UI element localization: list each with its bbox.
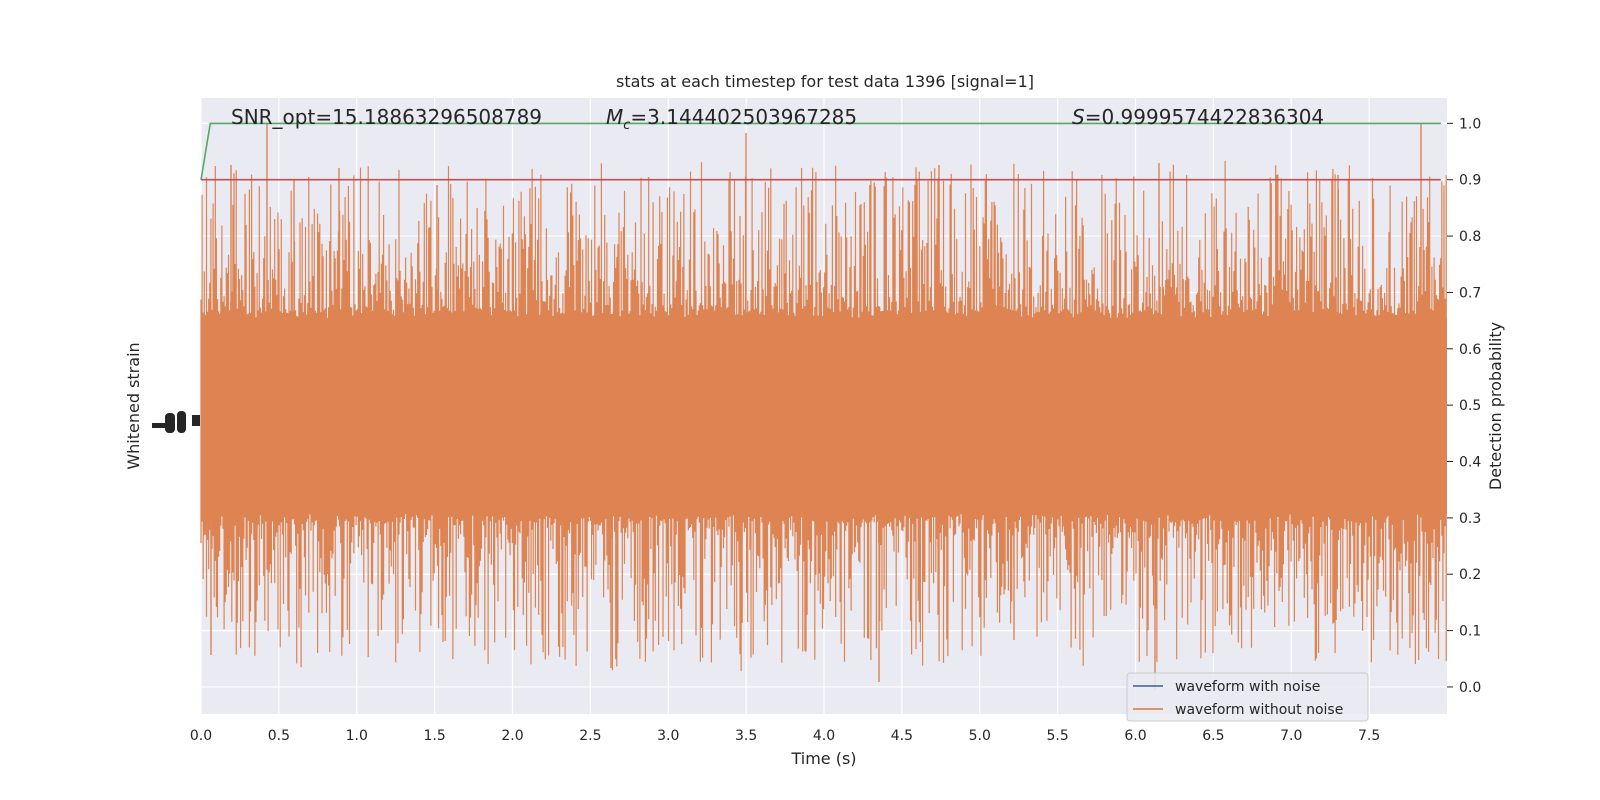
waveform-trace [200, 160, 1447, 672]
annotations: SNR_opt=15.18863296508789 Mc=3.144402503… [231, 105, 1324, 133]
x-tick-label: 2.0 [501, 728, 523, 744]
x-tick-label: 4.0 [813, 728, 835, 744]
probability-lines [200, 122, 1441, 181]
y-right-tick-label: 0.8 [1459, 229, 1481, 245]
x-axis-label: Time (s) [790, 749, 856, 768]
y-right-tick-label: 0.6 [1459, 342, 1481, 358]
y-right-axis: 0.0 0.1 0.2 0.3 0.4 0.5 0.6 0.7 0.8 0.9 1.0 [1447, 116, 1481, 696]
detection-probability-line [200, 122, 1441, 180]
x-tick-label: 3.5 [735, 728, 757, 744]
y-right-tick-label: 1.0 [1459, 116, 1481, 132]
x-tick-label: 4.5 [891, 728, 913, 744]
x-tick-label: 1.5 [423, 728, 445, 744]
snr-annotation: SNR_opt=15.18863296508789 [231, 105, 542, 129]
x-tick-label: 2.5 [579, 728, 601, 744]
y-right-tick-label: 0.3 [1459, 511, 1481, 527]
score-annotation: S=0.9999574422836304 [1072, 105, 1324, 129]
y-right-axis-label: Detection probability [1486, 322, 1505, 490]
y-right-tick-label: 0.7 [1459, 285, 1481, 301]
x-tick-label: 6.5 [1202, 728, 1224, 744]
legend-label-without-noise: waveform without noise [1175, 702, 1343, 718]
y-right-tick-label: 0.2 [1459, 567, 1481, 583]
x-tick-label: 6.0 [1124, 728, 1146, 744]
chirp-mass-annotation: Mc=3.144402503967285 [606, 105, 857, 133]
legend-label-with-noise: waveform with noise [1175, 679, 1320, 695]
y-right-tick-label: 0.1 [1459, 624, 1481, 640]
x-axis: 0.0 0.5 1.0 1.5 2.0 2.5 3.0 3.5 4.0 4.5 5.0 5.5 6.0 6… [190, 728, 1380, 744]
waveform-without-noise-series [200, 124, 1447, 690]
chart-title: stats at each timestep for test data 139… [616, 72, 1034, 91]
left-axis-tick-labels [152, 411, 200, 433]
waveform-spikes [210, 124, 1422, 690]
x-tick-label: 1.0 [346, 728, 368, 744]
x-tick-label: 5.5 [1046, 728, 1068, 744]
y-right-tick-label: 0.0 [1459, 680, 1481, 696]
legend: waveform with noise waveform without noi… [1126, 672, 1369, 722]
x-tick-label: 7.5 [1358, 728, 1380, 744]
x-tick-label: 0.0 [190, 728, 212, 744]
y-left-axis-label: Whitened strain [124, 342, 143, 469]
x-tick-label: 5.0 [969, 728, 991, 744]
x-tick-label: 7.0 [1280, 728, 1302, 744]
y-right-tick-label: 0.5 [1459, 398, 1481, 414]
x-tick-label: 3.0 [657, 728, 679, 744]
legend-box [1126, 672, 1369, 722]
y-right-tick-label: 0.9 [1459, 173, 1481, 189]
y-right-tick-label: 0.4 [1459, 455, 1481, 471]
x-tick-label: 0.5 [268, 728, 290, 744]
